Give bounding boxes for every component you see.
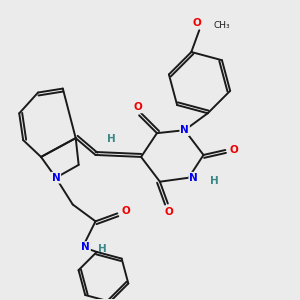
Text: H: H <box>98 244 107 254</box>
Text: H: H <box>107 134 116 144</box>
Text: N: N <box>81 242 90 252</box>
Text: N: N <box>189 173 198 183</box>
Text: O: O <box>122 206 130 216</box>
Text: O: O <box>193 18 202 28</box>
Text: O: O <box>164 207 173 218</box>
Text: CH₃: CH₃ <box>213 21 230 30</box>
Text: N: N <box>52 173 60 183</box>
Text: N: N <box>180 125 189 135</box>
Text: H: H <box>210 176 219 186</box>
Text: O: O <box>230 145 239 155</box>
Text: O: O <box>134 102 142 112</box>
